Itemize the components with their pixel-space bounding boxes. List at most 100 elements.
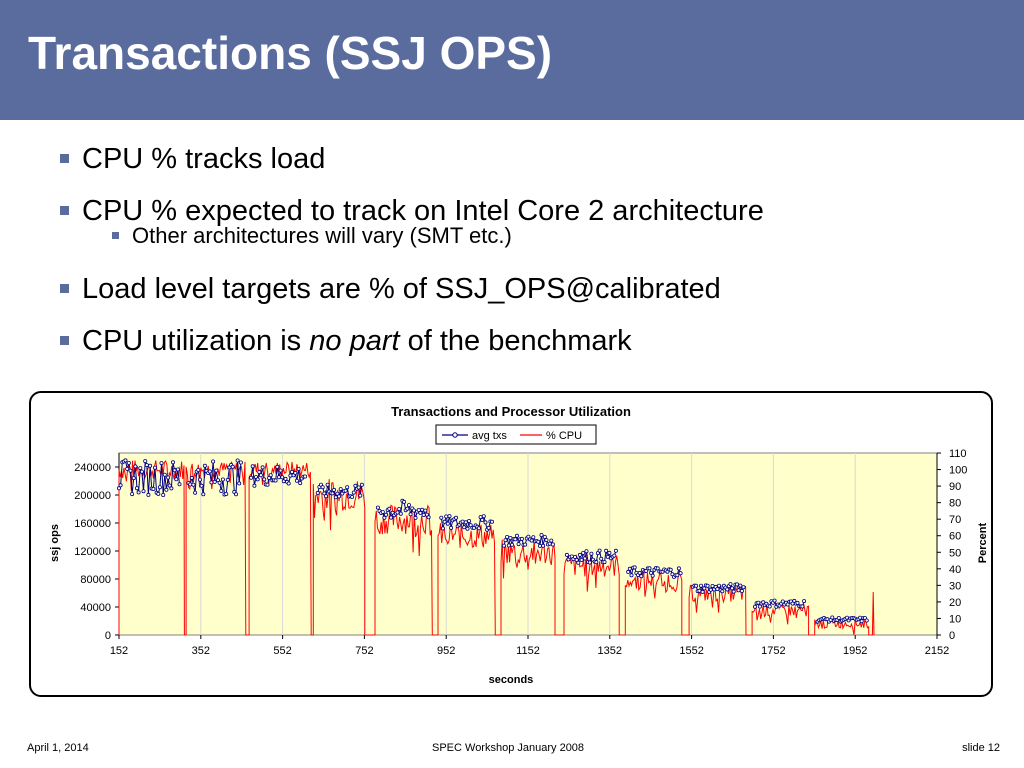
avg-txs-point: [191, 482, 196, 487]
avg-txs-point: [576, 560, 581, 565]
avg-txs-point: [537, 543, 542, 548]
avg-txs-point: [694, 583, 699, 588]
avg-txs-point: [629, 573, 634, 578]
avg-txs-point: [697, 588, 702, 593]
bullet-marker: [60, 206, 69, 215]
avg-txs-point: [516, 542, 521, 547]
avg-txs-point: [257, 470, 262, 475]
avg-txs-point: [626, 569, 631, 574]
avg-txs-point: [584, 549, 589, 554]
avg-txs-point: [720, 589, 725, 594]
avg-txs-point: [388, 515, 393, 520]
avg-txs-point: [336, 494, 341, 499]
avg-txs-point: [128, 468, 133, 473]
avg-txs-point: [581, 550, 586, 555]
avg-txs-point: [514, 533, 519, 538]
avg-txs-point: [303, 474, 308, 479]
title-bar: Transactions (SSJ OPS): [0, 0, 1024, 120]
avg-txs-point: [444, 514, 449, 519]
avg-txs-point: [189, 475, 194, 480]
avg-txs-point: [858, 615, 863, 620]
avg-txs-point: [529, 538, 534, 543]
avg-txs-point: [655, 566, 660, 571]
avg-txs-point: [230, 464, 235, 469]
avg-txs-point: [169, 486, 174, 491]
avg-txs-point: [136, 490, 141, 495]
avg-txs-point: [323, 494, 328, 499]
avg-txs-point: [207, 469, 212, 474]
avg-txs-point: [702, 586, 707, 591]
avg-txs-point: [421, 513, 426, 518]
avg-txs-point: [159, 461, 164, 466]
avg-txs-point: [675, 573, 680, 578]
avg-txs-point: [212, 479, 217, 484]
y-tick-label: 160000: [74, 518, 111, 530]
avg-txs-point: [599, 556, 604, 561]
avg-txs-point: [509, 542, 514, 547]
avg-txs-point: [288, 473, 293, 478]
y-tick-label: 0: [105, 630, 111, 642]
avg-txs-point: [235, 458, 240, 463]
chart-frame: Transactions and Processor Utilization av…: [29, 391, 993, 697]
avg-txs-point: [523, 542, 528, 547]
avg-txs-point: [214, 468, 219, 473]
avg-txs-point: [384, 512, 389, 517]
avg-txs-point: [238, 460, 243, 465]
x-tick-label: 1952: [843, 645, 867, 657]
avg-txs-point: [613, 548, 618, 553]
avg-txs-point: [426, 515, 431, 520]
avg-txs-point: [602, 560, 607, 565]
avg-txs-point: [612, 553, 617, 558]
y-tick-label: 120000: [74, 546, 111, 558]
avg-txs-point: [209, 480, 214, 485]
avg-txs-point: [678, 571, 683, 576]
avg-txs-point: [864, 618, 869, 623]
bullet-item: CPU % expected to track on Intel Core 2 …: [56, 192, 1016, 230]
avg-txs-point: [144, 463, 149, 468]
avg-txs-point: [536, 539, 541, 544]
avg-txs-point: [542, 534, 547, 539]
avg-txs-point: [123, 458, 128, 463]
y2-tick-label: 30: [949, 580, 961, 592]
avg-txs-point: [544, 538, 549, 543]
avg-txs-point: [139, 469, 144, 474]
avg-txs-point: [411, 508, 416, 513]
avg-txs-point: [196, 468, 201, 473]
avg-txs-point: [465, 526, 470, 531]
avg-txs-point: [135, 486, 140, 491]
y2-tick-label: 70: [949, 514, 961, 526]
y2-tick-label: 110: [949, 448, 967, 460]
avg-txs-point: [249, 475, 254, 480]
avg-txs-point: [730, 586, 735, 591]
avg-txs-point: [700, 589, 705, 594]
avg-txs-point: [699, 583, 704, 588]
bullet-text: CPU % expected to track on Intel Core 2 …: [82, 195, 764, 227]
avg-txs-point: [531, 535, 536, 540]
avg-txs-point: [156, 491, 161, 496]
avg-txs-point: [220, 477, 225, 482]
avg-txs-point: [587, 560, 592, 565]
avg-txs-point: [130, 492, 135, 497]
avg-txs-point: [356, 485, 361, 490]
avg-txs-point: [489, 519, 494, 524]
avg-txs-point: [211, 459, 216, 464]
avg-txs-point: [632, 565, 637, 570]
avg-txs-point: [296, 467, 301, 472]
avg-txs-point: [579, 557, 584, 562]
avg-txs-point: [550, 542, 555, 547]
avg-txs-point: [188, 482, 193, 487]
y2-axis-title: Percent: [977, 522, 989, 563]
y2-tick-label: 90: [949, 481, 961, 493]
avg-txs-point: [350, 494, 355, 499]
avg-txs-point: [325, 482, 330, 487]
avg-txs-point: [594, 560, 599, 565]
avg-txs-point: [418, 510, 423, 515]
avg-txs-point: [260, 465, 265, 470]
avg-txs-point: [255, 477, 260, 482]
bullet-item: CPU utilization is no part of the benchm…: [56, 322, 1016, 360]
avg-txs-point: [564, 552, 569, 557]
y2-tick-label: 80: [949, 498, 961, 510]
avg-txs-point: [315, 490, 320, 495]
avg-txs-point: [153, 465, 158, 470]
avg-txs-point: [193, 490, 198, 495]
